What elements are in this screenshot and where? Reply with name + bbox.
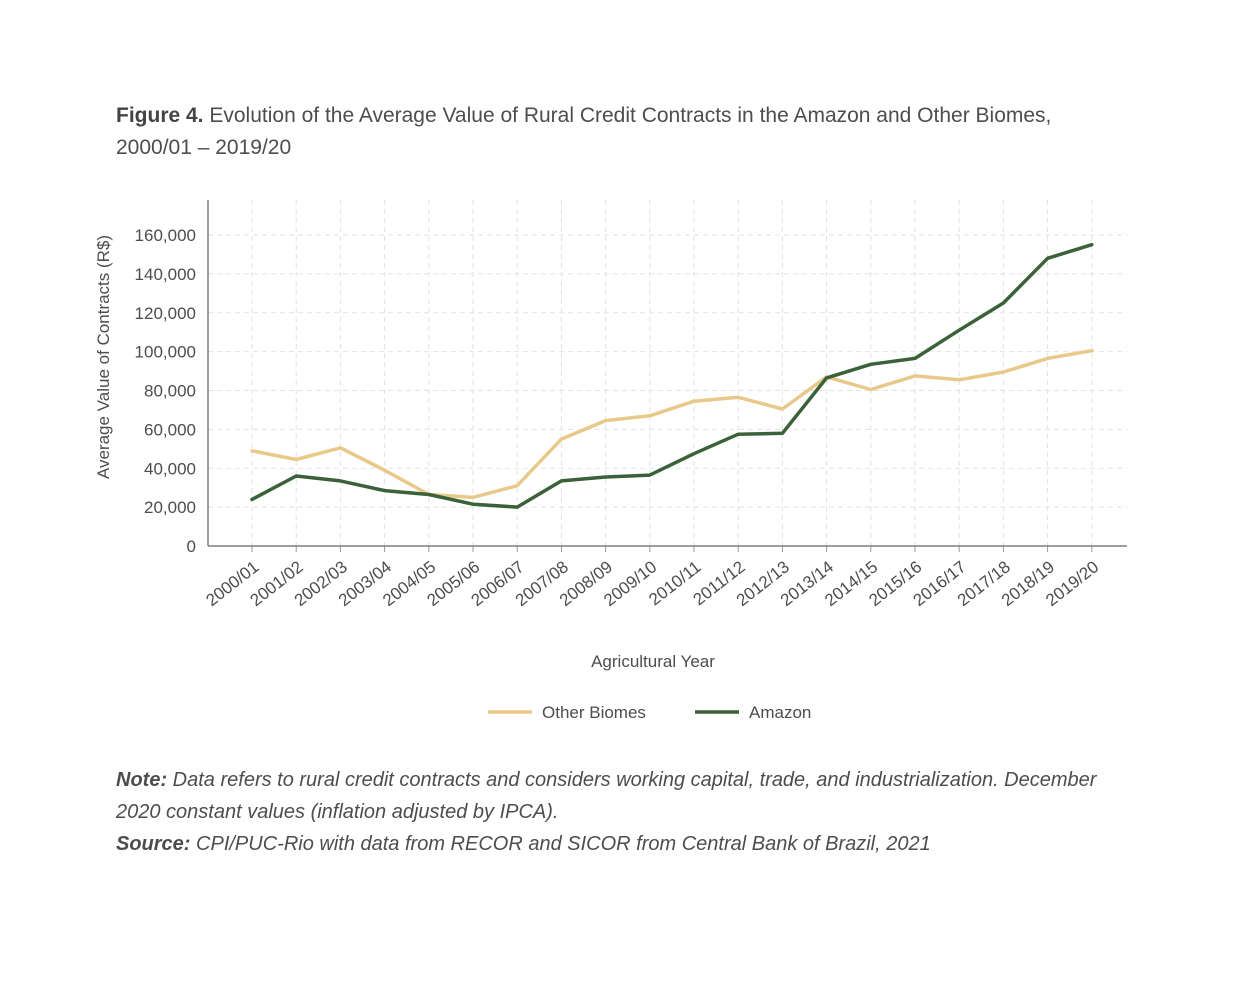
y-tick-label: 120,000: [135, 304, 196, 323]
source-label: Source:: [116, 833, 191, 855]
figure-label: Figure 4.: [116, 104, 204, 127]
series-line-amazon: [250, 242, 1094, 509]
note-text: Data refers to rural credit contracts an…: [116, 769, 1097, 823]
grid: [208, 200, 1127, 546]
source-text: CPI/PUC-Rio with data from RECOR and SIC…: [196, 833, 931, 855]
y-tick-label: 140,000: [135, 265, 196, 284]
y-tick-label: 20,000: [144, 498, 196, 517]
y-tick-label: 80,000: [144, 382, 196, 401]
note-label: Note:: [116, 769, 168, 791]
x-axis-label: Agricultural Year: [591, 652, 715, 671]
series-line-other-biomes: [250, 348, 1094, 500]
y-tick-label: 160,000: [135, 226, 196, 245]
figure-title: Figure 4. Evolution of the Average Value…: [116, 100, 1096, 164]
figure-title-text: Evolution of the Average Value of Rural …: [116, 104, 1052, 159]
y-axis-label: Average Value of Contracts (R$): [94, 235, 113, 479]
legend: Other Biomes Amazon: [488, 703, 811, 722]
y-tick-label: 60,000: [144, 420, 196, 439]
y-tick-label: 40,000: [144, 459, 196, 478]
source: Source: CPI/PUC-Rio with data from RECOR…: [116, 828, 1126, 860]
y-tick-labels: 0 20,000 40,000 60,000 80,000 100,000 120,000 1…: [135, 226, 196, 556]
notes: Note: Data refers to rural credit contra…: [116, 764, 1126, 860]
y-tick-label: 0: [187, 537, 196, 556]
y-tick-label: 100,000: [135, 343, 196, 362]
legend-label-other-biomes: Other Biomes: [542, 703, 646, 722]
x-tick-labels: 2000/012001/022002/032003/042004/052005/…: [202, 557, 1102, 610]
axes: [207, 200, 1127, 552]
legend-label-amazon: Amazon: [749, 703, 811, 722]
note: Note: Data refers to rural credit contra…: [116, 764, 1126, 828]
series-lines: [250, 242, 1094, 509]
